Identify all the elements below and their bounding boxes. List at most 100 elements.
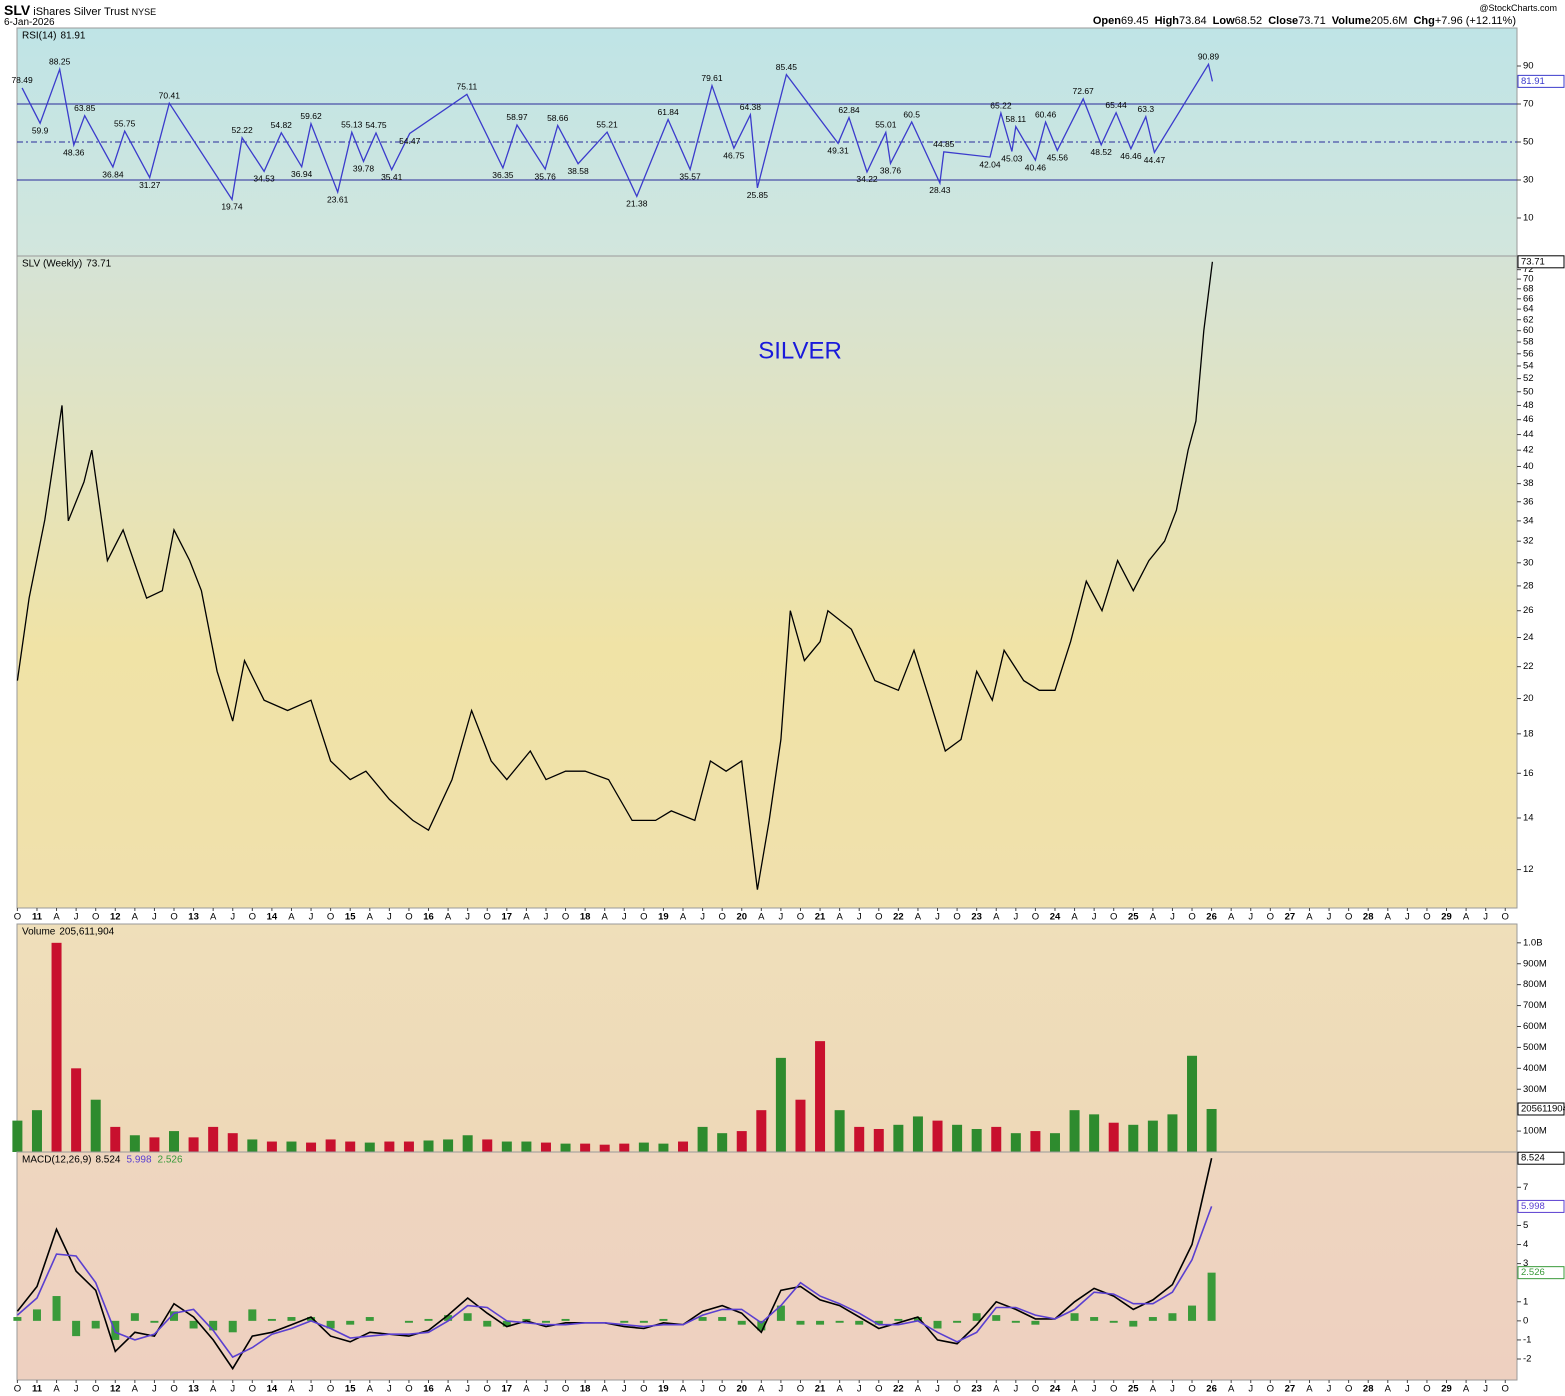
- point-label: 34.53: [253, 174, 275, 184]
- bar: [129, 1135, 140, 1152]
- y-tick-label: 58: [1523, 337, 1534, 348]
- y-tick-label: 28: [1523, 580, 1534, 591]
- y-tick-label: 10: [1523, 213, 1534, 224]
- x-tick-label: A: [132, 1384, 139, 1395]
- bar: [599, 1144, 610, 1152]
- point-label: 45.56: [1047, 153, 1069, 163]
- bar: [932, 1120, 943, 1152]
- x-tick-label: O: [1188, 912, 1195, 923]
- x-tick-label: J: [309, 1384, 314, 1395]
- bar: [1011, 1320, 1020, 1323]
- x-tick-label: O: [1267, 912, 1274, 923]
- y-tick-label: 44: [1523, 429, 1534, 440]
- point-label: 38.58: [567, 166, 589, 176]
- point-label: 23.61: [327, 194, 349, 204]
- x-tick-label: O: [170, 912, 177, 923]
- bar: [266, 1141, 277, 1152]
- volume: 205.6M: [1370, 15, 1408, 27]
- bar: [130, 1313, 139, 1321]
- x-tick-label: 13: [188, 1384, 199, 1395]
- point-label: 19.74: [221, 202, 243, 212]
- bar: [32, 1309, 41, 1321]
- bar: [718, 1317, 727, 1321]
- panel-title: Volume: [22, 927, 56, 938]
- x-tick-label: O: [875, 912, 882, 923]
- x-tick-label: O: [92, 1384, 99, 1395]
- bar: [1167, 1114, 1178, 1152]
- low-label: Low: [1212, 15, 1235, 27]
- x-tick-label: 22: [893, 912, 904, 923]
- bar: [815, 1041, 826, 1152]
- y-tick-label: 32: [1523, 536, 1534, 547]
- x-tick-label: O: [953, 1384, 960, 1395]
- title-value: 73.71: [86, 259, 111, 270]
- x-tick-label: A: [680, 912, 687, 923]
- bar: [365, 1317, 374, 1321]
- panel-background: [16, 923, 1518, 1153]
- x-tick-label: O: [405, 912, 412, 923]
- point-label: 40.46: [1025, 162, 1047, 172]
- bar: [894, 1318, 903, 1321]
- bar: [1148, 1317, 1157, 1321]
- x-tick-label: O: [92, 912, 99, 923]
- x-tick-label: J: [1092, 1384, 1097, 1395]
- y-tick-label: 1: [1523, 1296, 1528, 1307]
- x-tick-label: J: [544, 912, 549, 923]
- watermark: @StockCharts.com: [1479, 3, 1557, 13]
- x-tick-label: J: [152, 912, 157, 923]
- x-tick-label: J: [1092, 912, 1097, 923]
- y-tick-label: 54: [1523, 361, 1534, 372]
- y-tick-label: 14: [1523, 813, 1534, 824]
- bar: [248, 1309, 257, 1321]
- value-box-label: 2.526: [1521, 1267, 1545, 1278]
- x-tick-label: O: [1188, 1384, 1195, 1395]
- bar: [52, 1296, 61, 1321]
- point-label: 49.31: [827, 146, 849, 156]
- y-tick-label: 40: [1523, 461, 1534, 472]
- x-tick-label: O: [170, 1384, 177, 1395]
- bar: [522, 1318, 531, 1321]
- value-box: [1517, 1199, 1565, 1213]
- bar: [620, 1320, 629, 1323]
- x-tick-label: J: [700, 912, 705, 923]
- y-tick-label: -2: [1523, 1354, 1531, 1365]
- x-tick-label: J: [230, 912, 235, 923]
- y-tick-label: 38: [1523, 478, 1534, 489]
- x-tick-label: A: [1228, 912, 1235, 923]
- bar: [424, 1318, 433, 1321]
- x-tick-label: A: [1385, 1384, 1392, 1395]
- y-tick-label: 36: [1523, 496, 1534, 507]
- bar: [775, 1057, 786, 1152]
- point-label: 70.41: [159, 90, 181, 100]
- bar: [1129, 1320, 1138, 1327]
- bar: [110, 1126, 121, 1152]
- x-tick-label: J: [700, 1384, 705, 1395]
- x-tick-label: A: [445, 912, 452, 923]
- x-tick-label: 19: [658, 1384, 669, 1395]
- y-tick-label: 7: [1523, 1182, 1528, 1193]
- bar: [835, 1320, 844, 1323]
- x-tick-label: J: [465, 1384, 470, 1395]
- title-value: 8.524: [95, 1155, 120, 1166]
- bar: [364, 1142, 375, 1152]
- date: 6-Jan-2026: [4, 17, 55, 28]
- x-tick-label: O: [1345, 912, 1352, 923]
- bar: [13, 1317, 22, 1321]
- bar: [1109, 1320, 1118, 1323]
- y-tick-label: 700M: [1523, 1000, 1547, 1011]
- x-tick-label: J: [309, 912, 314, 923]
- bar: [541, 1320, 550, 1323]
- bar: [560, 1143, 571, 1152]
- x-tick-label: O: [14, 912, 21, 923]
- bar: [169, 1131, 180, 1152]
- x-tick-label: A: [1071, 1384, 1078, 1395]
- value-box: [1517, 74, 1565, 88]
- value-box-label: 205611904: [1521, 1104, 1565, 1115]
- x-tick-label: J: [935, 1384, 940, 1395]
- point-label: 55.13: [341, 120, 363, 130]
- x-tick-label: 29: [1441, 1384, 1452, 1395]
- x-tick-label: O: [1110, 1384, 1117, 1395]
- bar: [1168, 1313, 1177, 1321]
- y-tick-label: 42: [1523, 445, 1534, 456]
- high: 73.84: [1179, 15, 1207, 27]
